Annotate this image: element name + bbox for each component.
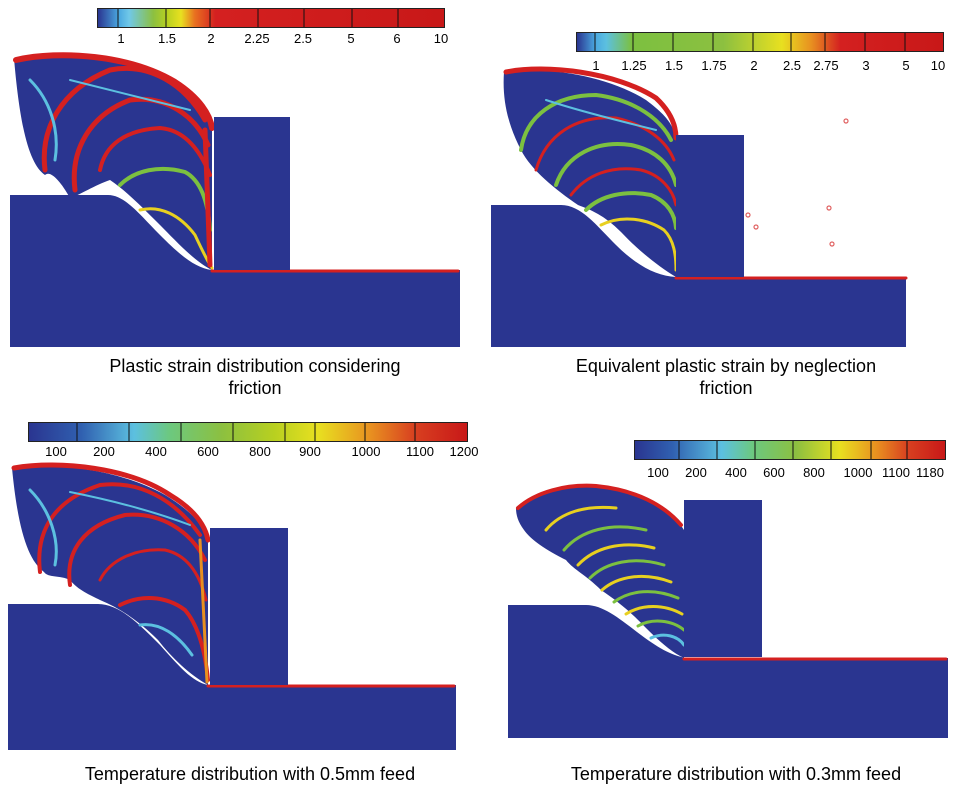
tick-label: 2 [207, 31, 215, 46]
simulation-plot-3 [8, 462, 456, 750]
colorbar-ticks-2: 1 1.25 1.5 1.75 2 2.5 2.75 3 5 10 [576, 58, 946, 74]
tick-label: 200 [93, 444, 115, 459]
tick-label: 600 [197, 444, 219, 459]
debris-markers [745, 118, 849, 247]
panel-temperature-0-5mm: 100 200 400 600 800 900 1000 1100 1200 T… [0, 400, 486, 788]
panel-temperature-0-3mm: 100 200 400 600 800 1000 1100 1180 Tempe… [486, 400, 973, 788]
tick-label: 5 [347, 31, 355, 46]
tick-label: 400 [145, 444, 167, 459]
tick-label: 2.75 [813, 58, 839, 73]
cutting-tool [684, 500, 762, 657]
colorbar-ticks-1: 1 1.5 2 2.25 2.5 5 6 10 [97, 31, 449, 47]
simulation-plot-4 [508, 483, 948, 738]
chip [14, 55, 212, 270]
caption-line: friction [228, 378, 282, 398]
tick-label: 1200 [449, 444, 479, 459]
colorbar-temperature-3 [28, 422, 468, 442]
colorbar-strain-2 [576, 32, 944, 52]
tick-label: 2.25 [244, 31, 270, 46]
caption-line: Temperature distribution with 0.5mm feed [84, 764, 416, 784]
tick-label: 1.25 [621, 58, 647, 73]
tick-label: 2 [750, 58, 758, 73]
caption-panel-4: Temperature distribution with 0.3mm feed [506, 763, 966, 785]
tick-label: 1 [117, 31, 125, 46]
tick-label: 900 [299, 444, 321, 459]
tick-label: 1.75 [701, 58, 727, 73]
caption-line: Temperature distribution with 0.3mm feed [570, 764, 902, 784]
tick-label: 1100 [882, 465, 910, 480]
caption-line: Equivalent plastic strain by neglection [575, 356, 877, 376]
caption-panel-1: Plastic strain distribution considering … [30, 355, 480, 399]
tick-label: 100 [45, 444, 67, 459]
tick-label: 10 [433, 31, 449, 46]
panel-plastic-strain-friction: 1 1.5 2 2.25 2.5 5 6 10 Plastic strain d… [0, 0, 486, 400]
colorbar-ticks-4: 100 200 400 600 800 1000 1100 1180 [634, 465, 946, 481]
workpiece [508, 605, 948, 738]
tick-label: 5 [902, 58, 910, 73]
colorbar-ticks-3: 100 200 400 600 800 900 1000 1100 1200 [28, 444, 478, 460]
tick-label: 3 [862, 58, 870, 73]
tick-label: 800 [803, 465, 825, 480]
panel-plastic-strain-no-friction: 1 1.25 1.5 1.75 2 2.5 2.75 3 5 10 [486, 0, 973, 400]
tick-label: 100 [647, 465, 669, 480]
caption-line: friction [699, 378, 753, 398]
cutting-tool [676, 135, 744, 277]
tick-label: 200 [685, 465, 707, 480]
tick-label: 1180 [916, 465, 944, 480]
tick-label: 600 [763, 465, 785, 480]
tick-label: 2.5 [782, 58, 802, 73]
simulation-plot-1 [10, 52, 460, 347]
tick-label: 1.5 [664, 58, 684, 73]
tick-label: 1100 [406, 444, 434, 459]
tick-label: 10 [930, 58, 946, 73]
tick-label: 2.5 [293, 31, 313, 46]
caption-panel-3: Temperature distribution with 0.5mm feed [20, 763, 480, 785]
colorbar-temperature-4 [634, 440, 946, 460]
workpiece [491, 205, 906, 347]
tick-label: 800 [249, 444, 271, 459]
tick-label: 1 [592, 58, 600, 73]
tick-label: 1.5 [157, 31, 177, 46]
caption-line: Plastic strain distribution considering [109, 356, 401, 376]
tick-label: 1000 [843, 465, 873, 480]
simulation-plot-2 [491, 66, 908, 347]
caption-panel-2: Equivalent plastic strain by neglection … [496, 355, 956, 399]
colorbar-strain-1 [97, 8, 445, 28]
cutting-tool [214, 117, 290, 270]
workpiece [8, 604, 456, 750]
tick-label: 6 [393, 31, 401, 46]
cutting-tool [210, 528, 288, 685]
tick-label: 1000 [351, 444, 381, 459]
tick-label: 400 [725, 465, 747, 480]
